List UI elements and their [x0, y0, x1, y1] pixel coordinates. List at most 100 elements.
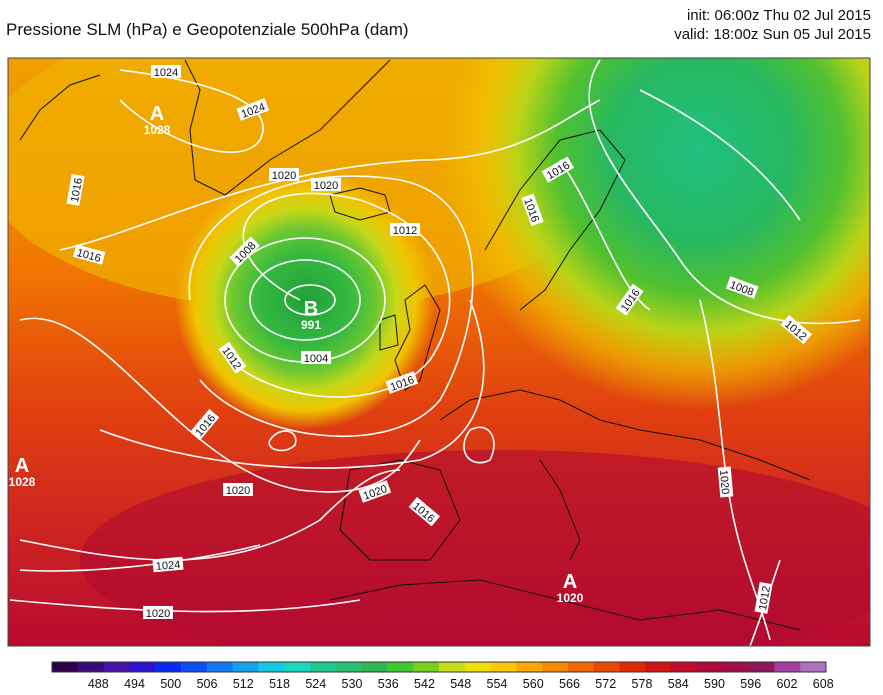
isobar-1020-west — [19, 469, 401, 561]
isobar-label: 1024 — [152, 556, 184, 573]
map-title: Pressione SLM (hPa) e Geopotenziale 500h… — [6, 20, 409, 39]
colorbar-swatch — [361, 662, 388, 672]
britain-coast — [394, 284, 441, 391]
init-time: init: 06:00z Thu 02 Jul 2015 — [686, 7, 871, 24]
isobar-992 — [284, 284, 336, 316]
isobar-label-bg — [189, 409, 220, 441]
colorbar-tick-label: 512 — [233, 677, 254, 691]
colorbar-swatch — [335, 662, 363, 672]
colorbar-swatch — [542, 662, 569, 672]
isobar-label: 1004 — [301, 351, 331, 365]
colorbar-swatch — [258, 662, 285, 672]
colorbar-tick-label: 602 — [777, 677, 798, 691]
colorbar-swatch — [568, 662, 595, 672]
isobar-1020-sw — [9, 599, 361, 613]
colorbar-swatch — [413, 662, 440, 672]
colorbar-tick-label: 542 — [414, 677, 435, 691]
high-center-letter: A — [15, 455, 29, 477]
colorbar-swatch — [464, 662, 492, 672]
isobar-label: 1020 — [223, 483, 253, 497]
isobar-label-bg — [358, 480, 392, 503]
colorbar-tick-label: 578 — [632, 677, 653, 691]
isobar-label-bg — [269, 168, 299, 181]
high-center-letter: A — [563, 571, 577, 593]
map-area: 1024102410201016101610201016101210081004… — [8, 58, 870, 646]
isobar-label-bg — [152, 556, 184, 573]
isobars — [9, 59, 861, 646]
isobar-label-text: 1016 — [69, 177, 85, 203]
isobar-label-bg — [780, 314, 812, 345]
isobar-label-bg — [754, 582, 773, 614]
isobar-label-bg — [236, 98, 270, 121]
isobar-1008 — [219, 192, 451, 398]
isobar-label-bg — [151, 65, 181, 78]
colorbar-tick-label: 596 — [740, 677, 761, 691]
isobar-1016-france — [463, 426, 495, 464]
colorbar-tick-label: 524 — [305, 677, 326, 691]
center-pressure-value: 991 — [301, 318, 321, 332]
colorbar-swatch — [490, 662, 517, 672]
colorbar-swatch — [645, 662, 672, 672]
colorbar-tick-label: 500 — [160, 677, 181, 691]
scandinavia-coast — [484, 129, 626, 311]
isobar-label-text: 1024 — [154, 67, 178, 79]
low-center-letter: B — [304, 298, 318, 320]
isobar-1004-east — [639, 89, 801, 221]
isobar-label: 1020 — [143, 606, 173, 620]
colorbar-tick-label: 560 — [523, 677, 544, 691]
colorbar-swatch — [671, 662, 698, 672]
colorbar-tick-label: 488 — [88, 677, 109, 691]
canada-coast — [19, 74, 101, 141]
ireland-coast — [379, 314, 399, 351]
isobar-label-bg — [301, 351, 331, 364]
isobar-label-text: 1020 — [314, 180, 338, 192]
isobar-label-text: 1020 — [272, 170, 296, 182]
greenland-coast — [184, 59, 391, 196]
colorbar-swatch — [697, 662, 724, 672]
isobar-label-bg — [717, 466, 734, 498]
isobar-1020 — [19, 317, 421, 493]
isobar-label: 1020 — [717, 466, 734, 498]
isobar-label-bg — [521, 193, 544, 227]
colorbar-tick-label: 518 — [269, 677, 290, 691]
africa-coast — [329, 579, 801, 631]
colorbar-swatch — [310, 662, 337, 672]
isobar-label-bg — [66, 174, 85, 206]
high-center-letter: A — [150, 103, 164, 125]
isobar-label-bg — [408, 496, 440, 527]
colorbar-tick-label: 548 — [450, 677, 471, 691]
isobar-label-text: 1020 — [226, 485, 250, 497]
isobar-label-text: 1004 — [304, 353, 328, 365]
run-info: init: 06:00z Thu 02 Jul 2015 valid: 18:0… — [674, 6, 871, 44]
colorbar-tick-label: 494 — [124, 677, 145, 691]
center-pressure-value: 1028 — [144, 123, 171, 137]
isobar-label-text: 1020 — [146, 608, 170, 620]
isobar-label: 1012 — [390, 223, 420, 237]
isobar-1016-scand — [559, 159, 651, 311]
isobar-label: 1016 — [66, 174, 85, 206]
colorbar-swatch — [129, 662, 156, 672]
colorbar-tick-label: 530 — [342, 677, 363, 691]
colorbar-swatch — [516, 662, 543, 672]
map-frame — [7, 57, 871, 647]
isobar-label-bg — [223, 483, 253, 496]
colorbar-swatch — [232, 662, 259, 672]
colorbar-tick-label: 608 — [813, 677, 834, 691]
isobar-label-bg — [390, 223, 420, 236]
colorbar-tick-label: 584 — [668, 677, 689, 691]
colorbar-frame — [51, 661, 827, 673]
colorbar-tick-label: 536 — [378, 677, 399, 691]
isobar-label: 1012 — [754, 582, 773, 614]
center-pressure-value: 1020 — [557, 591, 584, 605]
isobar-label-bg — [725, 276, 759, 299]
colorbar-tick-label: 554 — [487, 677, 508, 691]
isobar-1016-small — [268, 430, 297, 452]
isobar-1004 — [224, 237, 386, 363]
isobar-label-text: 1024 — [155, 559, 180, 573]
colorbar-swatch — [387, 662, 414, 672]
isobar-label: 1024 — [151, 65, 181, 79]
colorbar-tick-label: 506 — [197, 677, 218, 691]
colorbar-swatch — [774, 662, 801, 672]
colorbar-swatch — [181, 662, 208, 672]
